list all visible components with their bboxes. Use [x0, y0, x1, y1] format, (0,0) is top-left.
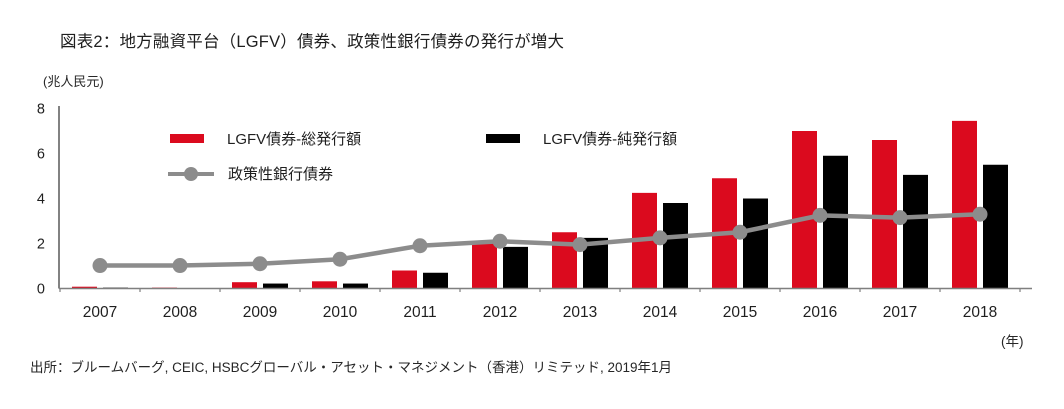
- bar-total-2007: [72, 286, 97, 289]
- x-tick-label-2013: 2013: [563, 304, 597, 321]
- bar-total-2010: [312, 281, 337, 289]
- legend-swatch-net-bar-icon: [486, 134, 520, 143]
- x-tick-label-2017: 2017: [883, 304, 917, 321]
- policy-line-marker-2007: [92, 258, 108, 274]
- page-title: 図表2：地方融資平台（LGFV）債券、政策性銀行債券の発行が増大: [60, 33, 565, 51]
- legend-swatch-policy-line-icon: [168, 166, 214, 182]
- legend-item-policy: 政策性銀行債券: [168, 163, 333, 184]
- y-tick-label-0: 0: [37, 282, 45, 298]
- legend-item-total: LGFV債券-総発行額: [170, 128, 361, 149]
- policy-line-marker-2009: [252, 256, 268, 272]
- policy-line-marker-2010: [332, 251, 348, 267]
- x-tick-label-2009: 2009: [243, 304, 277, 321]
- policy-line-marker-2016: [812, 207, 828, 223]
- y-tick-label-4: 4: [37, 192, 45, 208]
- policy-line-marker-2008: [172, 258, 188, 274]
- x-tick-label-2016: 2016: [803, 304, 837, 321]
- bar-net-2011: [423, 272, 448, 289]
- bar-total-2009: [232, 282, 257, 289]
- x-tick-label-2010: 2010: [323, 304, 358, 321]
- policy-line-marker-2015: [732, 224, 748, 240]
- legend-label-policy: 政策性銀行債券: [228, 166, 334, 183]
- bar-total-2016: [792, 131, 817, 289]
- legend-swatch-total-bar-icon: [170, 134, 204, 143]
- bar-net-2017: [903, 174, 928, 289]
- x-tick-label-2012: 2012: [483, 304, 517, 321]
- source-note: 出所：ブルームバーグ, CEIC, HSBCグローバル・アセット・マネジメント（…: [30, 360, 672, 375]
- bar-total-2017: [872, 140, 897, 289]
- bar-total-2018: [952, 120, 977, 289]
- bar-net-2009: [263, 283, 288, 289]
- x-tick-label-2018: 2018: [963, 304, 997, 321]
- x-tick-label-2007: 2007: [83, 304, 117, 321]
- y-tick-label-2: 2: [37, 237, 45, 253]
- x-tick-label-2011: 2011: [403, 304, 436, 321]
- legend-label-net: LGFV債券-純発行額: [543, 131, 678, 148]
- bar-total-2011: [392, 270, 417, 289]
- policy-line-series: [100, 212, 981, 268]
- bar-net-2018: [983, 164, 1008, 289]
- bar-total-2012: [472, 243, 497, 289]
- x-tick-label-2014: 2014: [643, 304, 678, 321]
- bar-net-2010: [343, 283, 368, 289]
- legend-label-total: LGFV債券-総発行額: [227, 131, 362, 148]
- bar-net-2012: [503, 246, 528, 289]
- bar-net-2016: [823, 155, 848, 289]
- bar-net-2014: [663, 203, 688, 289]
- policy-line-marker-2018: [972, 206, 988, 222]
- y-tick-label-8: 8: [37, 102, 45, 118]
- policy-line-marker-2017: [892, 210, 908, 226]
- x-tick-label-2008: 2008: [163, 304, 197, 321]
- policy-line-marker-2014: [652, 230, 668, 246]
- legend-item-net: LGFV債券-純発行額: [486, 128, 677, 149]
- policy-line-marker-2011: [412, 238, 428, 254]
- bar-net-2015: [743, 198, 768, 289]
- bar-total-2013: [552, 232, 577, 289]
- policy-line-marker-2013: [572, 237, 588, 253]
- policy-line-marker-2012: [492, 233, 508, 249]
- x-tick-label-2015: 2015: [723, 304, 757, 321]
- y-axis-unit-label: (兆人民元): [43, 74, 104, 89]
- y-tick-label-6: 6: [37, 147, 45, 163]
- x-axis-unit-label: (年): [1001, 334, 1024, 349]
